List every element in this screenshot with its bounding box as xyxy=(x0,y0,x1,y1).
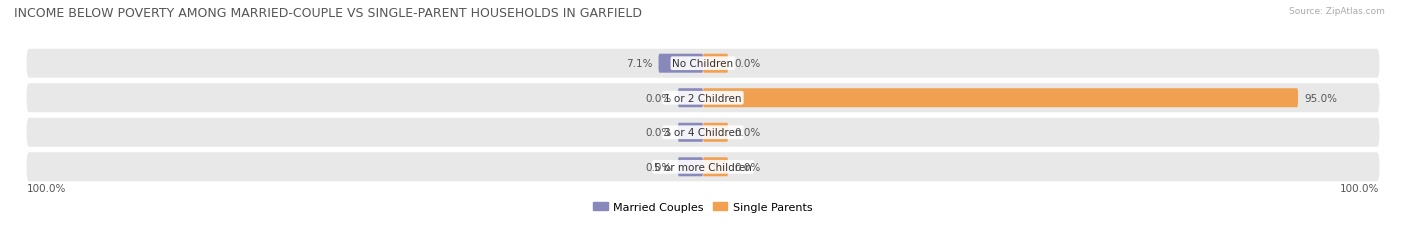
Text: 0.0%: 0.0% xyxy=(734,162,761,172)
Text: 7.1%: 7.1% xyxy=(626,59,652,69)
FancyBboxPatch shape xyxy=(27,118,1379,147)
FancyBboxPatch shape xyxy=(678,123,703,142)
FancyBboxPatch shape xyxy=(703,158,728,176)
FancyBboxPatch shape xyxy=(27,84,1379,113)
Legend: Married Couples, Single Parents: Married Couples, Single Parents xyxy=(589,197,817,216)
Text: 0.0%: 0.0% xyxy=(734,128,761,138)
FancyBboxPatch shape xyxy=(678,89,703,108)
FancyBboxPatch shape xyxy=(703,89,1298,108)
FancyBboxPatch shape xyxy=(703,55,728,73)
Text: 95.0%: 95.0% xyxy=(1305,93,1337,103)
Text: 100.0%: 100.0% xyxy=(27,183,66,193)
Text: 100.0%: 100.0% xyxy=(1340,183,1379,193)
FancyBboxPatch shape xyxy=(703,123,728,142)
Text: 0.0%: 0.0% xyxy=(645,128,672,138)
Text: 5 or more Children: 5 or more Children xyxy=(654,162,752,172)
Text: Source: ZipAtlas.com: Source: ZipAtlas.com xyxy=(1289,7,1385,16)
FancyBboxPatch shape xyxy=(658,55,703,73)
Text: INCOME BELOW POVERTY AMONG MARRIED-COUPLE VS SINGLE-PARENT HOUSEHOLDS IN GARFIEL: INCOME BELOW POVERTY AMONG MARRIED-COUPL… xyxy=(14,7,643,20)
Text: 0.0%: 0.0% xyxy=(645,162,672,172)
Text: 0.0%: 0.0% xyxy=(645,93,672,103)
Text: 1 or 2 Children: 1 or 2 Children xyxy=(664,93,742,103)
Text: 0.0%: 0.0% xyxy=(734,59,761,69)
FancyBboxPatch shape xyxy=(678,158,703,176)
FancyBboxPatch shape xyxy=(27,49,1379,78)
Text: 3 or 4 Children: 3 or 4 Children xyxy=(664,128,742,138)
Text: No Children: No Children xyxy=(672,59,734,69)
FancyBboxPatch shape xyxy=(27,153,1379,182)
